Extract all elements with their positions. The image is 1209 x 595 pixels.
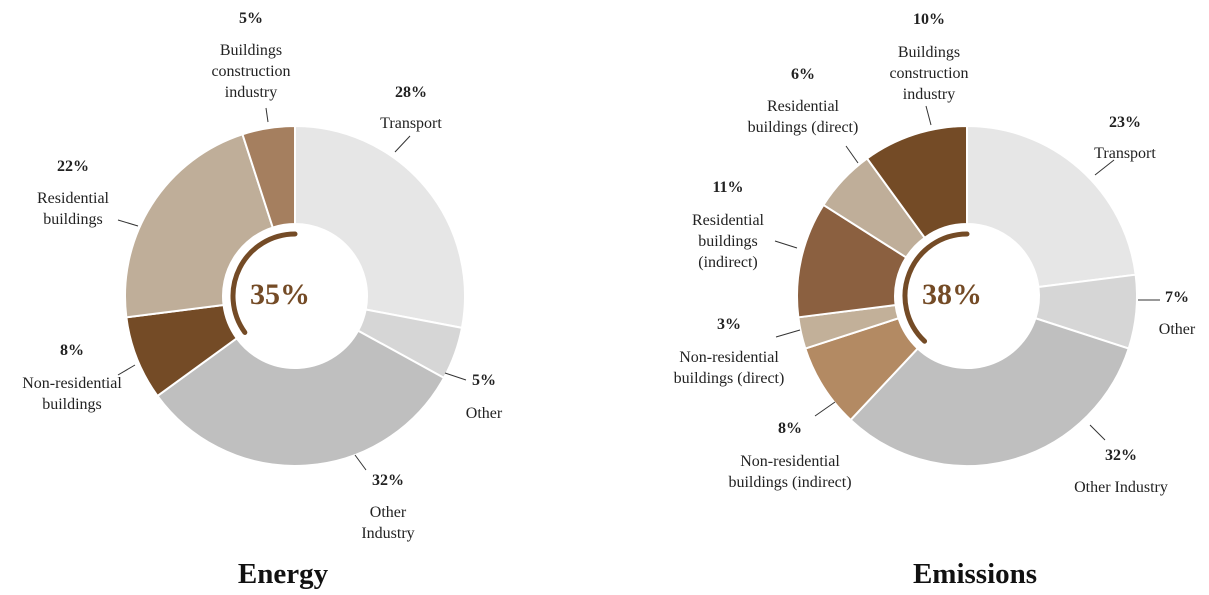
center-arc (902, 231, 970, 344)
category-label: Other (465, 405, 503, 422)
value-label: 8% (60, 342, 84, 359)
category-label: Residential buildings (direct) (747, 98, 859, 136)
category-label: Residential buildings (37, 190, 109, 228)
slice (294, 124, 466, 330)
value-label: 5% (239, 10, 263, 27)
category-label: Transport (1094, 145, 1156, 162)
category-label: Other Industry (1074, 479, 1168, 496)
leader-line (925, 105, 932, 126)
category-label: Non-residential buildings (indirect) (728, 453, 852, 491)
value-label: 10% (913, 11, 945, 28)
value-label: 32% (1105, 447, 1137, 464)
category-label: Other Industry (361, 504, 415, 542)
slice (241, 124, 296, 229)
value-label: 5% (472, 372, 496, 389)
value-label: 6% (791, 66, 815, 83)
slice (849, 316, 1130, 468)
chart-title: Emissions (912, 558, 1038, 590)
center-label: 35% (250, 278, 310, 311)
leader-line (394, 135, 411, 153)
category-label: Non-residential buildings (direct) (673, 349, 785, 387)
category-label: Transport (380, 115, 442, 132)
leader-line (775, 329, 801, 338)
category-label: Buildings construction industry (889, 44, 969, 103)
slice (966, 124, 1137, 289)
category-label: Buildings construction industry (211, 42, 291, 101)
leader-line (1094, 159, 1115, 176)
value-label: 32% (372, 472, 404, 489)
chart-title: Energy (237, 558, 329, 590)
leader-line (444, 372, 467, 381)
center-label: 38% (922, 278, 982, 311)
leader-line (354, 454, 367, 471)
slice (123, 133, 275, 319)
value-label: 7% (1165, 289, 1189, 306)
center-arc (230, 231, 298, 335)
slice (156, 329, 446, 467)
value-label: 11% (712, 179, 744, 196)
leader-line (845, 145, 859, 164)
leader-line (1089, 424, 1106, 441)
value-label: 22% (57, 158, 89, 175)
leader-line (814, 401, 836, 417)
category-label: Non-residential buildings (22, 375, 122, 413)
value-label: 28% (395, 84, 427, 101)
category-label: Other (1158, 321, 1196, 338)
leader-line (117, 219, 139, 227)
value-label: 23% (1109, 114, 1141, 131)
leader-line (265, 107, 269, 123)
category-label: Residential buildings (indirect) (692, 212, 764, 271)
value-label: 8% (778, 420, 802, 437)
leader-line (774, 240, 798, 249)
value-label: 3% (717, 316, 741, 333)
slice (865, 124, 968, 240)
leader-line (117, 364, 136, 376)
